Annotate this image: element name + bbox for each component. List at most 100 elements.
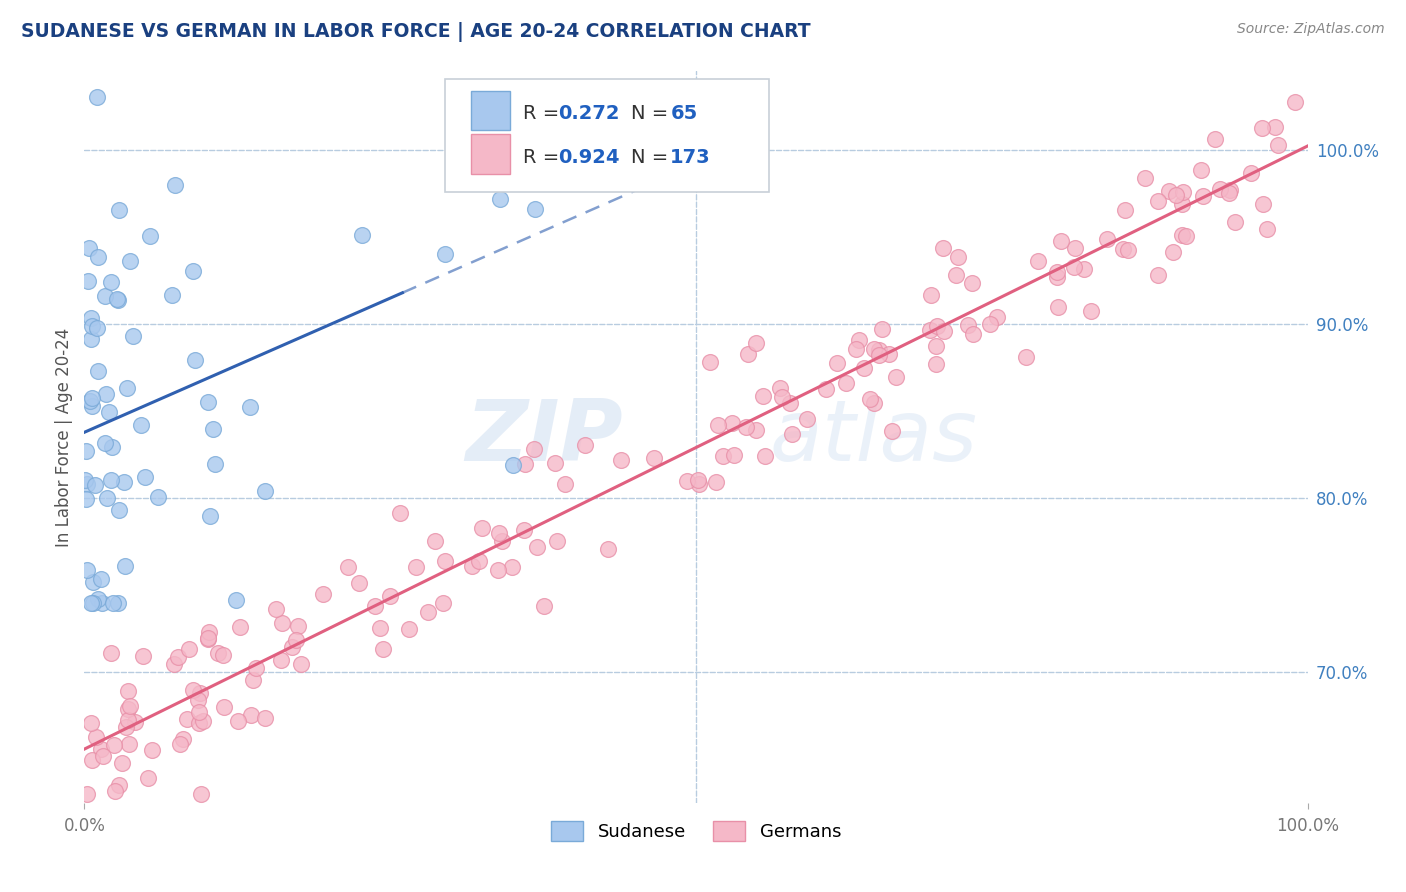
Point	[884, 369, 907, 384]
Point	[264, 602, 287, 616]
Point	[468, 554, 491, 568]
Point	[1174, 229, 1197, 244]
Point	[94, 386, 117, 401]
Point	[957, 318, 980, 332]
Point	[1073, 262, 1095, 277]
Point	[94, 436, 117, 450]
Point	[253, 484, 276, 499]
Point	[204, 457, 226, 471]
Point	[868, 343, 890, 357]
Point	[526, 541, 548, 555]
Point	[363, 599, 385, 613]
Point	[187, 715, 209, 730]
Point	[200, 509, 222, 524]
Point	[853, 360, 876, 375]
Point	[287, 619, 309, 633]
Point	[176, 712, 198, 726]
Point	[780, 426, 803, 441]
Point	[75, 473, 97, 487]
Text: SUDANESE VS GERMAN IN LABOR FORCE | AGE 20-24 CORRELATION CHART: SUDANESE VS GERMAN IN LABOR FORCE | AGE …	[21, 22, 811, 42]
Point	[337, 560, 360, 574]
Point	[1045, 269, 1067, 284]
Point	[80, 595, 103, 609]
Point	[117, 683, 139, 698]
Text: 65: 65	[671, 104, 697, 123]
Point	[1251, 197, 1274, 211]
Point	[471, 521, 494, 535]
Point	[117, 702, 139, 716]
Text: 173: 173	[671, 147, 711, 167]
Point	[197, 624, 219, 639]
Point	[1080, 303, 1102, 318]
Point	[610, 453, 633, 467]
Point	[1161, 245, 1184, 260]
Point	[165, 178, 187, 193]
Point	[432, 596, 454, 610]
Point	[239, 400, 262, 414]
Text: 0.272: 0.272	[558, 104, 619, 123]
Point	[115, 720, 138, 734]
Point	[197, 632, 219, 646]
Point	[197, 395, 219, 409]
Point	[918, 323, 941, 337]
Point	[932, 324, 955, 338]
Point	[1267, 138, 1289, 153]
Point	[699, 355, 721, 369]
Point	[132, 648, 155, 663]
Point	[825, 356, 848, 370]
Text: R =: R =	[523, 147, 567, 167]
Point	[501, 559, 523, 574]
Point	[76, 787, 98, 801]
Point	[98, 404, 121, 418]
Point	[1064, 241, 1087, 255]
Point	[270, 652, 292, 666]
Point	[848, 333, 870, 347]
Point	[91, 748, 114, 763]
Point	[172, 731, 194, 746]
Point	[280, 640, 302, 655]
Point	[1146, 194, 1168, 208]
Text: N =: N =	[631, 104, 675, 123]
Point	[87, 250, 110, 264]
Point	[1159, 184, 1181, 198]
Point	[380, 590, 402, 604]
Point	[76, 476, 98, 491]
Point	[533, 599, 555, 613]
Point	[107, 503, 129, 517]
Point	[554, 477, 576, 491]
Point	[502, 458, 524, 472]
Point	[115, 381, 138, 395]
Point	[225, 593, 247, 607]
Point	[870, 322, 893, 336]
Point	[86, 592, 108, 607]
Point	[77, 273, 100, 287]
Point	[488, 525, 510, 540]
Point	[962, 276, 984, 290]
Legend: Sudanese, Germans: Sudanese, Germans	[543, 814, 849, 848]
Point	[1170, 197, 1192, 211]
Point	[90, 741, 112, 756]
Point	[100, 473, 122, 487]
Point	[107, 595, 129, 609]
Point	[1284, 95, 1306, 109]
Point	[105, 292, 128, 306]
Point	[80, 753, 103, 767]
Point	[1192, 189, 1215, 203]
Point	[398, 622, 420, 636]
Point	[513, 524, 536, 538]
Point	[423, 533, 446, 548]
Point	[688, 476, 710, 491]
Point	[118, 699, 141, 714]
Point	[1050, 234, 1073, 248]
Point	[546, 534, 568, 549]
Point	[416, 606, 439, 620]
Point	[770, 390, 793, 404]
Point	[75, 492, 97, 507]
Point	[1240, 166, 1263, 180]
Point	[433, 247, 456, 261]
Point	[312, 587, 335, 601]
Point	[711, 449, 734, 463]
Point	[84, 478, 107, 492]
Point	[924, 357, 946, 371]
Point	[1063, 260, 1085, 274]
